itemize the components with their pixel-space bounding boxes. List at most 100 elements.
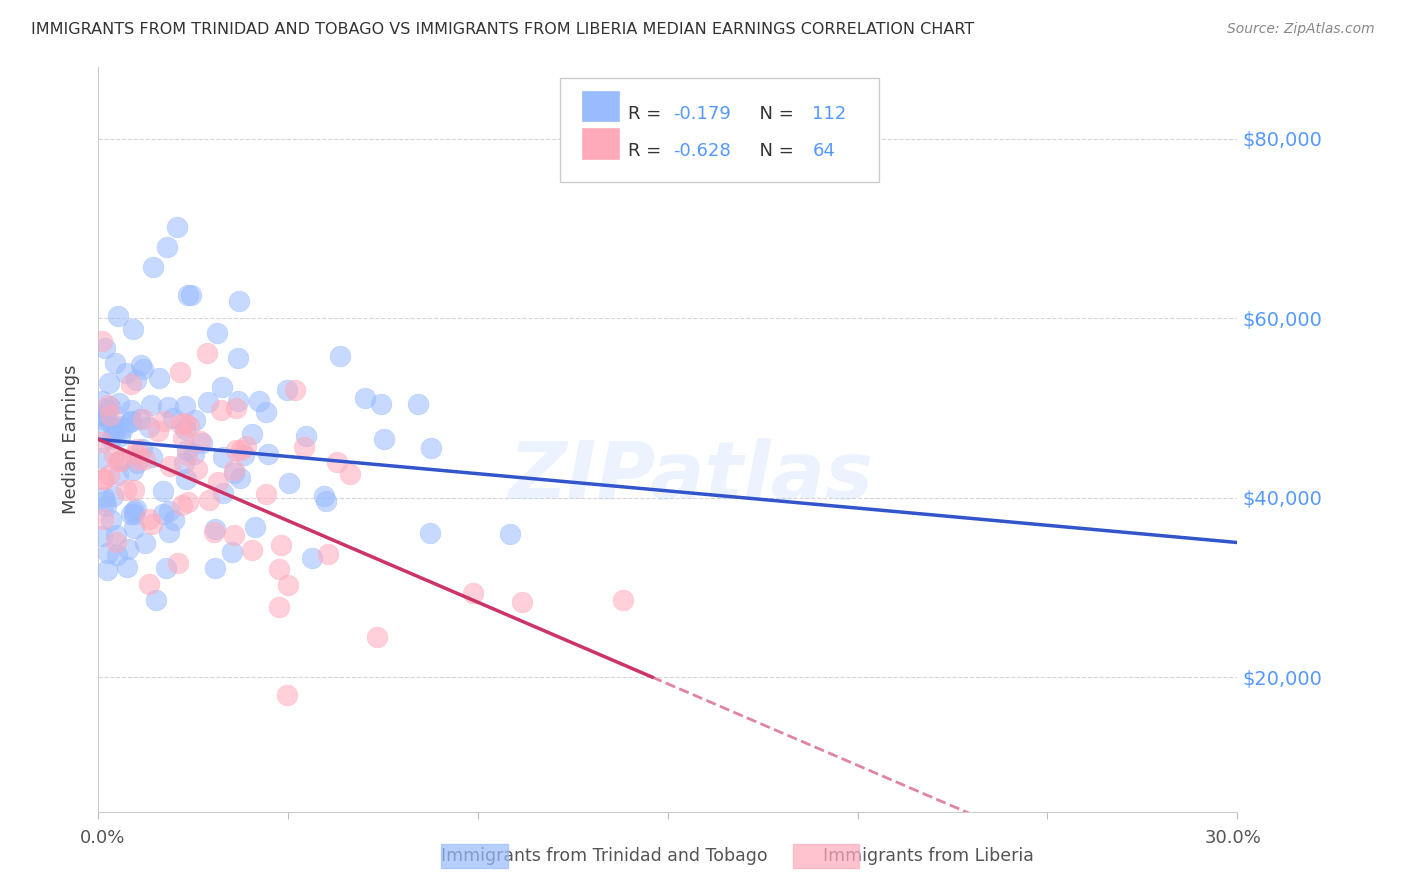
Point (132, 412, 155, 426)
Point (162, 513, 184, 527)
Point (176, 448, 198, 462)
Point (292, 441, 315, 455)
Point (156, 239, 179, 253)
Point (103, 425, 125, 440)
Point (91, 512, 114, 526)
Point (125, 442, 148, 456)
Point (98, 408, 121, 422)
Point (138, 419, 160, 434)
FancyBboxPatch shape (582, 91, 619, 121)
Point (91, 394, 114, 409)
Point (166, 556, 188, 570)
Point (373, 432, 395, 446)
Point (233, 448, 256, 462)
Point (211, 380, 233, 394)
Point (121, 463, 143, 477)
Point (108, 419, 131, 434)
Point (179, 419, 201, 434)
Point (141, 398, 163, 412)
Point (174, 472, 197, 486)
Point (104, 535, 127, 549)
Point (176, 495, 198, 509)
Point (91, 450, 114, 465)
Point (134, 451, 156, 466)
Point (173, 456, 195, 470)
Point (138, 512, 160, 526)
Point (91, 409, 114, 423)
Y-axis label: Median Earnings: Median Earnings (62, 365, 80, 514)
Text: -0.179: -0.179 (673, 105, 731, 123)
Point (93, 490, 115, 504)
Point (499, 527, 522, 541)
Point (91, 529, 114, 543)
Point (91, 435, 114, 450)
Point (131, 442, 153, 457)
Point (91, 425, 114, 439)
Point (173, 416, 195, 430)
Point (98, 376, 121, 390)
Point (198, 493, 221, 508)
Point (326, 455, 349, 469)
Point (270, 538, 292, 552)
Point (225, 442, 247, 457)
Text: R =: R = (628, 142, 666, 160)
Point (120, 507, 142, 521)
Point (96, 563, 118, 577)
Point (120, 402, 142, 417)
Point (117, 541, 139, 556)
Point (125, 447, 148, 461)
Point (100, 513, 122, 527)
Point (141, 516, 163, 531)
Point (370, 397, 392, 411)
Point (294, 428, 316, 442)
Point (152, 508, 174, 522)
Text: Source: ZipAtlas.com: Source: ZipAtlas.com (1227, 22, 1375, 37)
Point (157, 503, 180, 517)
Point (91, 472, 114, 486)
Text: N =: N = (748, 105, 799, 123)
Point (461, 585, 484, 599)
Point (118, 415, 141, 429)
Point (315, 493, 337, 508)
Point (276, 383, 298, 397)
Point (224, 466, 246, 480)
Point (91, 334, 114, 349)
Point (105, 528, 128, 542)
Point (138, 576, 160, 591)
Point (120, 415, 142, 429)
Point (176, 443, 198, 458)
Point (112, 420, 135, 434)
FancyBboxPatch shape (560, 78, 879, 182)
Text: 0.0%: 0.0% (80, 830, 125, 847)
Point (94, 341, 117, 355)
Point (142, 260, 165, 275)
Point (173, 422, 195, 436)
Point (284, 383, 307, 397)
Point (170, 417, 193, 431)
Point (94, 409, 117, 424)
Point (269, 600, 291, 615)
Point (166, 219, 188, 234)
Point (93, 493, 115, 508)
Point (183, 447, 205, 461)
Point (207, 475, 229, 490)
Point (211, 450, 233, 464)
Point (235, 439, 257, 453)
Point (301, 551, 323, 566)
Point (101, 489, 124, 503)
Point (124, 483, 146, 497)
Point (159, 458, 181, 473)
Point (114, 366, 136, 380)
Point (512, 595, 534, 609)
Point (148, 371, 170, 385)
Point (172, 432, 194, 446)
Point (100, 433, 122, 447)
Point (94, 401, 117, 416)
Point (97, 398, 120, 412)
Point (177, 288, 200, 302)
Point (202, 525, 225, 540)
Point (209, 403, 232, 417)
Point (226, 394, 249, 409)
Point (329, 349, 352, 363)
Point (97, 546, 120, 560)
